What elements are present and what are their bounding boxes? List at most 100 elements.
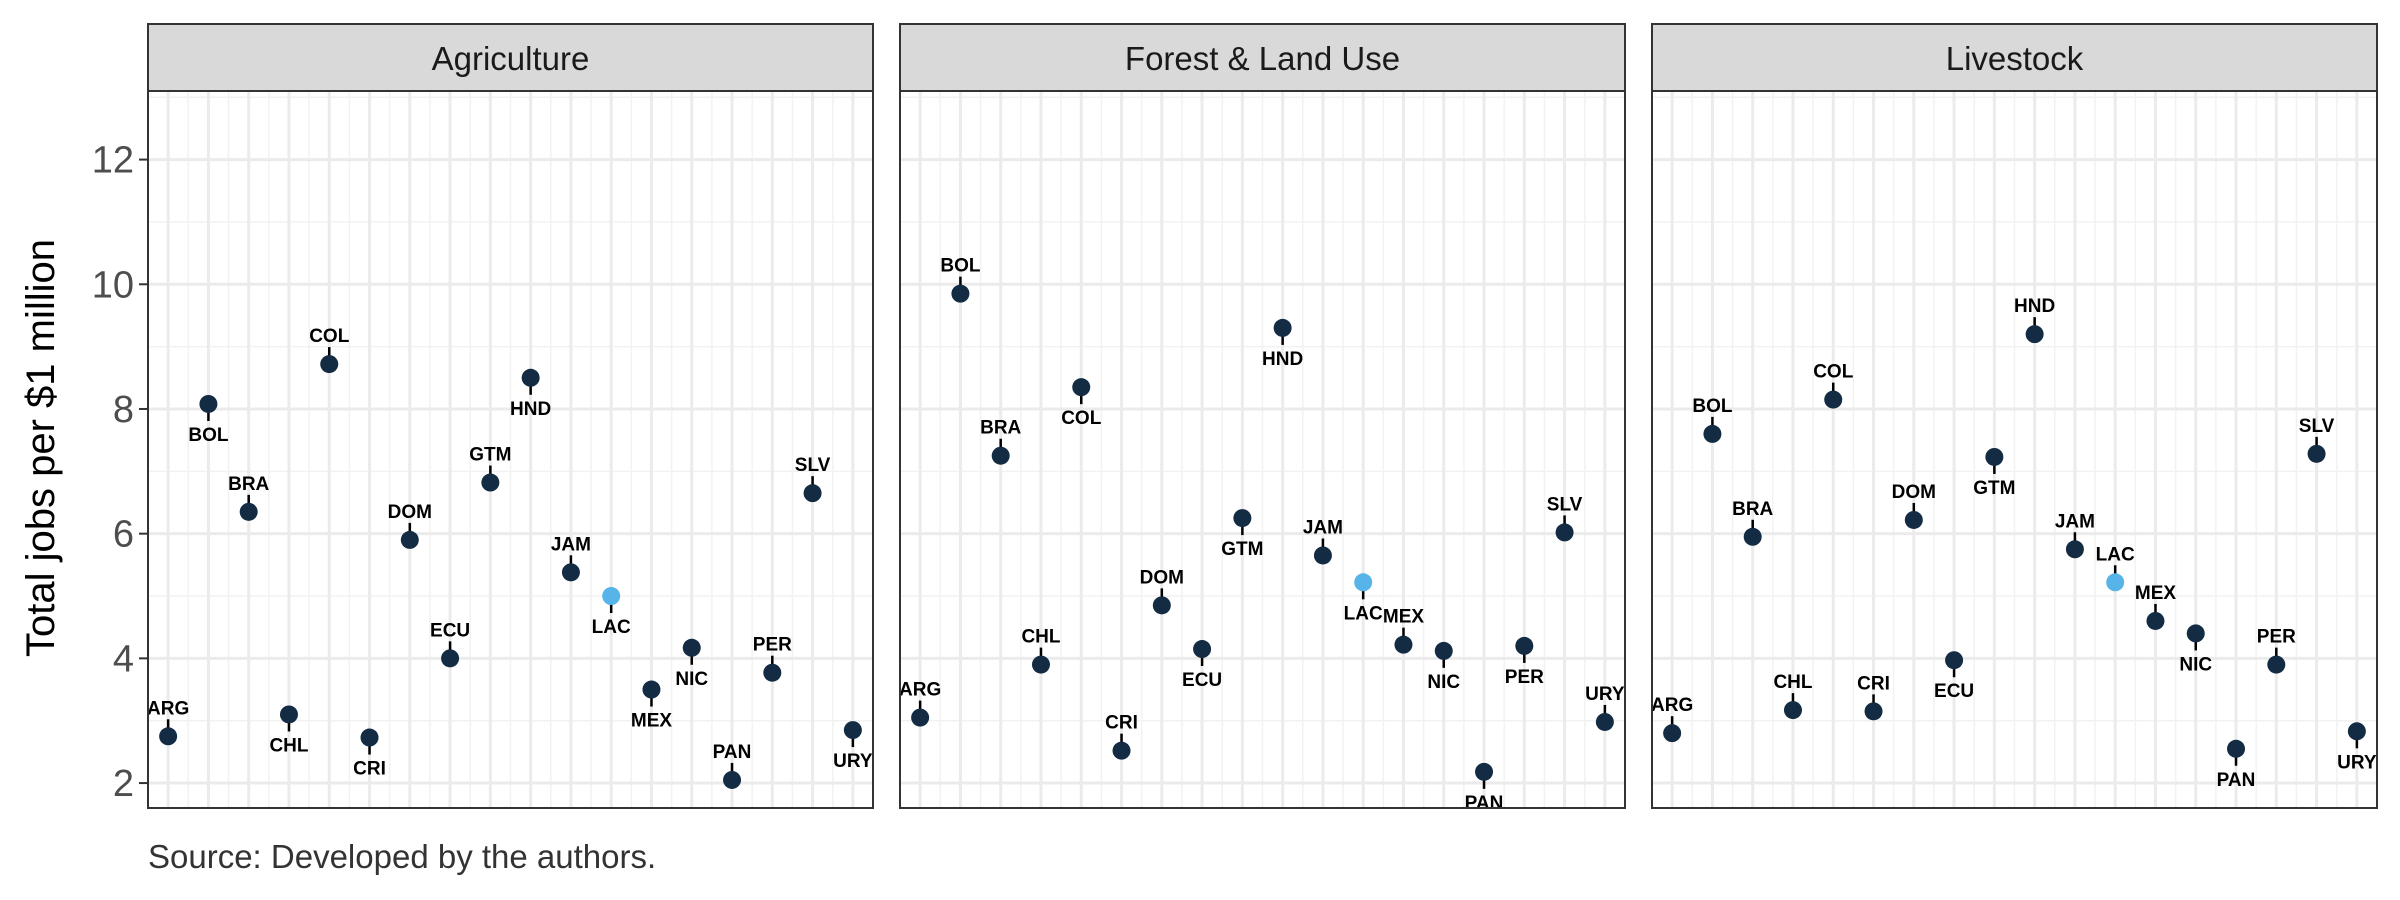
data-point-bol [951,284,970,303]
data-point-nic [682,638,701,657]
point-label-dom: DOM [388,502,432,523]
data-point-hnd [521,368,540,387]
point-label-arg: ARG [1651,695,1693,716]
data-point-pan [723,770,742,789]
data-point-hnd [2025,325,2044,344]
y-axis-title: Total jobs per $1 million [19,239,63,657]
data-point-ury [2347,722,2366,741]
data-point-ury [843,721,862,740]
data-point-lac [602,587,621,606]
point-label-col: COL [309,326,350,347]
point-label-nic: NIC [1427,672,1460,693]
point-label-bra: BRA [228,474,269,495]
data-point-cri [1112,741,1131,760]
data-point-nic [2186,624,2205,643]
point-label-mex: MEX [1383,607,1425,628]
facet-title: Livestock [1946,40,2084,77]
point-label-bol: BOL [188,425,229,446]
data-point-bra [1743,527,1762,546]
data-point-slv [803,484,822,503]
point-label-mex: MEX [631,711,673,732]
y-tick-label: 4 [113,638,134,680]
data-point-mex [1394,635,1413,654]
point-label-cri: CRI [1105,713,1138,734]
point-label-dom: DOM [1892,482,1936,503]
panel-0: ARG BOL BRA CHL COL CRI DOM ECU GTM HND JAM LAC MEXN… [147,23,874,809]
data-point-gtm [1233,509,1252,528]
point-label-ecu: ECU [1934,681,1974,702]
point-label-chl: CHL [1021,627,1060,648]
facet-strip [1651,23,2378,92]
point-label-cri: CRI [1857,673,1890,694]
data-point-jam [2065,540,2084,559]
point-label-nic: NIC [2179,654,2212,675]
point-label-lac: LAC [2096,544,2135,565]
panels: 2 4 6 8 10 12 ARG BOL BRA CHL COL CRI DOM ECU GTM HND JA… [92,23,2378,814]
data-point-chl [1031,655,1050,674]
data-point-nic [1434,641,1453,660]
point-label-hnd: HND [2014,296,2055,317]
panel-1: ARG BOL BRA CHL COL CRI DOM ECU GTM HND JAM LAC MEX N… [899,23,1626,814]
point-label-bol: BOL [940,256,981,277]
data-point-slv [2307,444,2326,463]
point-label-bra: BRA [1732,499,1773,520]
y-tick-label: 10 [92,264,134,306]
data-point-mex [642,680,661,699]
point-label-slv: SLV [795,455,831,476]
data-point-lac [1354,573,1373,592]
facet-strip [899,23,1626,92]
data-point-pan [1475,762,1494,781]
point-label-ury: URY [2337,752,2377,773]
point-label-pan: PAN [713,742,752,763]
point-label-gtm: GTM [1221,539,1263,560]
data-point-arg [159,727,178,746]
point-label-jam: JAM [2055,511,2095,532]
facet-title: Agriculture [432,40,590,77]
point-label-hnd: HND [510,399,551,420]
data-point-arg [1663,724,1682,743]
point-label-ury: URY [1585,684,1625,705]
data-point-per [1515,636,1534,655]
data-point-col [1072,378,1091,397]
data-point-jam [1313,546,1332,565]
point-label-arg: ARG [899,680,941,701]
point-label-gtm: GTM [469,445,511,466]
point-label-lac: LAC [592,617,631,638]
point-label-ury: URY [833,751,873,772]
data-point-per [763,663,782,682]
data-point-bra [991,446,1010,465]
data-point-bra [239,502,258,521]
data-point-hnd [1273,318,1292,337]
point-label-chl: CHL [269,735,308,756]
data-point-mex [2146,611,2165,630]
data-point-chl [1783,701,1802,720]
y-tick-label: 2 [113,763,134,805]
data-point-bol [1703,424,1722,443]
point-label-per: PER [1505,667,1544,688]
data-point-bol [199,394,218,413]
y-tick-label: 12 [92,140,134,182]
data-point-dom [1152,596,1171,615]
point-label-jam: JAM [551,534,591,555]
data-point-ecu [441,649,460,668]
point-label-jam: JAM [1303,517,1343,538]
y-tick-label: 8 [113,389,134,431]
data-point-per [2267,655,2286,674]
data-point-ecu [1193,640,1212,659]
data-point-pan [2227,739,2246,758]
y-tick-label: 6 [113,514,134,556]
point-label-bol: BOL [1692,396,1733,417]
data-point-slv [1555,523,1574,542]
point-label-slv: SLV [1547,494,1583,515]
point-label-nic: NIC [675,669,708,690]
data-point-ecu [1945,651,1964,670]
data-point-col [1824,390,1843,409]
data-point-cri [360,728,379,747]
point-label-pan: PAN [1465,793,1504,814]
point-label-gtm: GTM [1973,478,2015,499]
point-label-pan: PAN [2217,770,2256,791]
point-label-chl: CHL [1773,672,1812,693]
data-point-jam [561,563,580,582]
point-label-arg: ARG [147,698,189,719]
facet-strip [147,23,874,92]
